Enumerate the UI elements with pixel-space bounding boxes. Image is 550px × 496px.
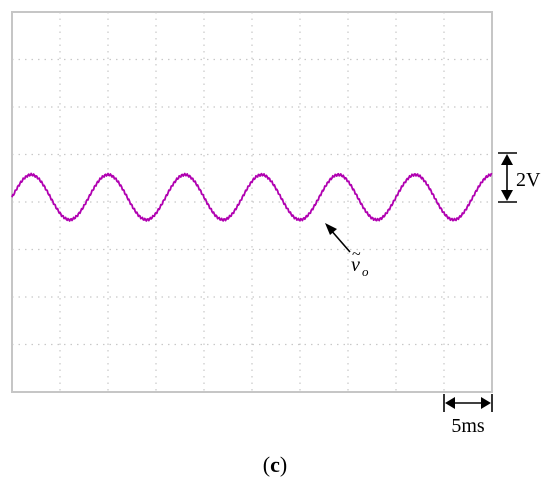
trace-label: v ~ o <box>351 246 369 279</box>
trace-label-accent: ~ <box>352 246 361 263</box>
caption-open: ( <box>262 452 271 477</box>
trace-vo <box>11 172 493 222</box>
vertical-scale-label: 2V <box>516 169 541 191</box>
trace-label-base: v <box>351 254 360 276</box>
horizontal-scale-marker <box>443 394 493 412</box>
caption-close: ) <box>279 452 288 477</box>
caption-letter: c <box>270 452 280 477</box>
trace-label-subscript: o <box>362 264 369 279</box>
horizontal-scale-label: 5ms <box>451 415 485 437</box>
grid-lines <box>12 12 492 392</box>
vertical-scale-marker <box>498 152 517 203</box>
figure-caption: (c) <box>0 452 550 478</box>
trace-label-arrow <box>325 223 351 253</box>
